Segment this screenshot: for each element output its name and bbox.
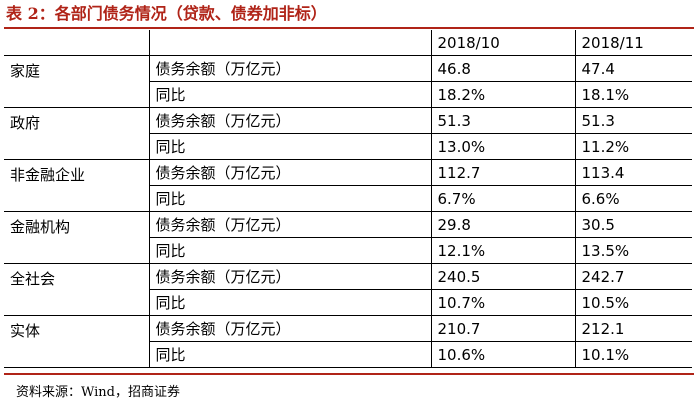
header-cell [4,30,150,56]
value-cell: 10.7% [430,289,576,316]
value-cell: 51.3 [574,107,692,134]
value-cell: 12.1% [430,237,576,264]
metric-cell: 同比 [149,185,432,212]
value-cell: 242.7 [574,263,692,290]
category-cell: 实体 [4,315,150,368]
table-row: 政府 债务余额（万亿元） 51.3 51.3 [4,107,692,160]
header-cell-2018-11: 2018/11 [574,30,692,56]
table-row: 非金融企业 债务余额（万亿元） 112.7 113.4 [4,159,692,212]
debt-table: 2018/10 2018/11 家庭 债务余额（万亿元） 46.8 47.4 同… [4,30,692,368]
table-row: 同比 13.0% 11.2% [4,133,692,160]
value-cell: 210.7 [430,315,576,342]
category-cell: 家庭 [4,55,150,108]
value-cell: 10.5% [574,289,692,316]
table-row: 实体 债务余额（万亿元） 210.7 212.1 [4,315,692,368]
value-cell: 13.0% [430,133,576,160]
header-cell-2018-10: 2018/10 [430,30,576,56]
metric-cell: 同比 [149,237,432,264]
value-cell: 18.2% [430,81,576,108]
metric-cell: 债务余额（万亿元） [148,107,432,134]
metric-cell: 同比 [149,289,432,316]
header-cell [148,30,432,56]
table-row: 同比 18.2% 18.1% [4,81,692,108]
value-cell: 6.6% [574,185,692,212]
category-cell: 全社会 [4,263,150,316]
value-cell: 11.2% [574,133,692,160]
bottom-rule [4,373,694,375]
metric-cell: 债务余额（万亿元） [148,159,432,186]
value-cell: 51.3 [430,107,576,134]
metric-cell: 债务余额（万亿元） [148,315,432,342]
value-cell: 18.1% [574,81,692,108]
value-cell: 13.5% [574,237,692,264]
value-cell: 112.7 [430,159,576,186]
metric-cell: 同比 [149,81,432,108]
metric-cell: 同比 [149,341,432,368]
value-cell: 113.4 [574,159,692,186]
table-row: 同比 12.1% 13.5% [4,237,692,264]
table-row: 金融机构 债务余额（万亿元） 29.8 30.5 [4,211,692,264]
metric-cell: 债务余额（万亿元） [148,211,432,238]
category-cell: 非金融企业 [4,159,150,212]
value-cell: 10.6% [430,341,576,368]
value-cell: 240.5 [430,263,576,290]
value-cell: 10.1% [574,341,692,368]
value-cell: 6.7% [430,185,576,212]
category-cell: 金融机构 [4,211,150,264]
top-rule [4,27,694,29]
value-cell: 46.8 [430,55,576,82]
table-row: 同比 10.6% 10.1% [4,341,692,368]
table-row: 全社会 债务余额（万亿元） 240.5 242.7 [4,263,692,316]
value-cell: 30.5 [574,211,692,238]
value-cell: 47.4 [574,55,692,82]
category-cell: 政府 [4,107,150,160]
metric-cell: 债务余额（万亿元） [148,263,432,290]
metric-cell: 同比 [149,133,432,160]
table-title: 表 2：各部门债务情况（贷款、债券加非标） [6,4,327,23]
metric-cell: 债务余额（万亿元） [148,55,432,82]
value-cell: 212.1 [574,315,692,342]
table-header-row: 2018/10 2018/11 [4,30,692,56]
source-note: 资料来源：Wind，招商证券 [16,385,180,400]
value-cell: 29.8 [430,211,576,238]
table-row: 家庭 债务余额（万亿元） 46.8 47.4 [4,55,692,108]
